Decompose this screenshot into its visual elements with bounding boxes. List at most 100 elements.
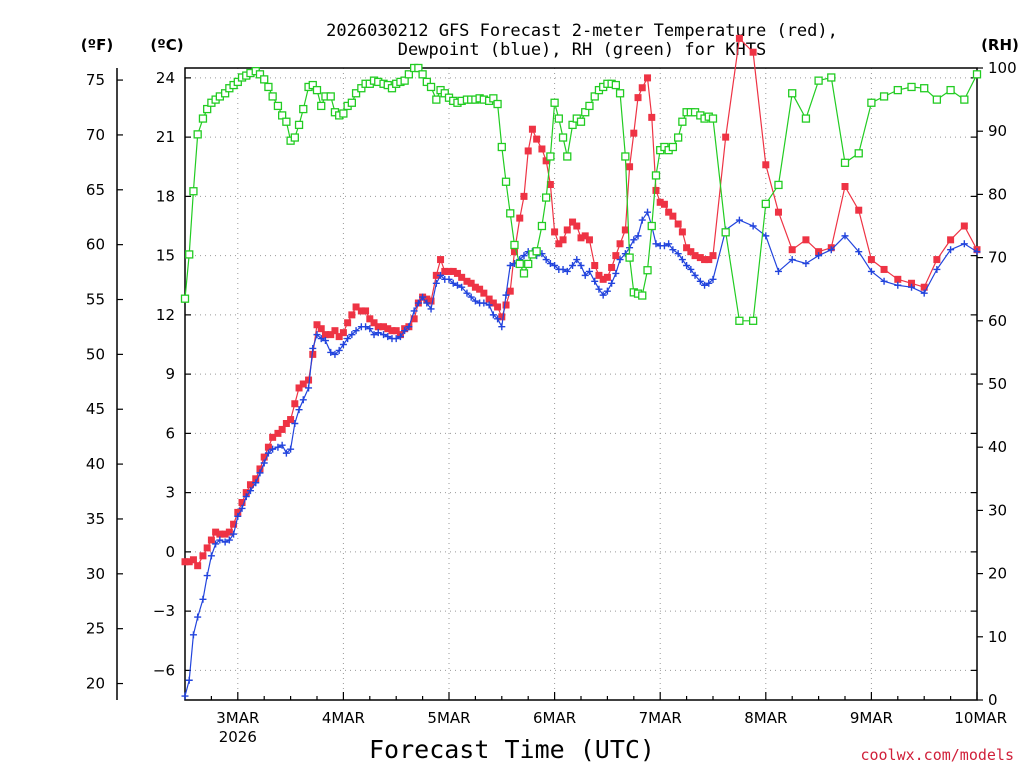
rh-series bbox=[180, 63, 982, 325]
x-tick-label: 9MAR bbox=[850, 709, 893, 727]
chart-title-line-1: 2026030212 GFS Forecast 2-meter Temperat… bbox=[326, 21, 838, 41]
temperature-point bbox=[573, 222, 581, 230]
dewpoint-point bbox=[841, 232, 849, 240]
rh-point bbox=[678, 117, 687, 126]
temperature-point bbox=[317, 325, 325, 333]
rh-point bbox=[282, 117, 291, 126]
temperature-point bbox=[608, 263, 616, 271]
temperature-point bbox=[638, 84, 646, 92]
temperature-point bbox=[212, 528, 220, 536]
dewpoint-point bbox=[384, 333, 392, 341]
rh-point bbox=[497, 142, 506, 152]
temperature-point bbox=[506, 287, 514, 295]
rh-point bbox=[312, 85, 322, 95]
dewpoint-point bbox=[309, 344, 317, 352]
dewpoint-point bbox=[494, 315, 502, 323]
celsius-tick-label: 24 bbox=[156, 69, 175, 87]
fahrenheit-tick-label: 30 bbox=[86, 565, 105, 583]
dewpoint-point bbox=[660, 242, 668, 250]
dewpoint-point bbox=[498, 323, 506, 331]
dewpoint-point bbox=[480, 299, 488, 307]
temperature-point bbox=[630, 129, 638, 137]
temperature-point bbox=[441, 267, 449, 275]
dewpoint-point bbox=[652, 240, 660, 248]
temperature-point bbox=[291, 400, 299, 408]
fahrenheit-tick-label: 60 bbox=[86, 236, 105, 254]
dewpoint-point bbox=[749, 222, 757, 230]
temperature-point bbox=[362, 307, 370, 315]
x-tick-label: 4MAR bbox=[322, 709, 365, 727]
temperature-point bbox=[295, 384, 303, 392]
temperature-point bbox=[520, 192, 528, 200]
dewpoint-point bbox=[577, 262, 585, 269]
rh-point bbox=[625, 253, 634, 262]
temperature-point bbox=[225, 528, 233, 536]
rh-point bbox=[489, 94, 498, 103]
dewpoint-point bbox=[696, 277, 704, 285]
dewpoint-point bbox=[313, 331, 321, 339]
temperature-point bbox=[331, 327, 339, 335]
dewpoint-point bbox=[269, 445, 277, 453]
rh-point bbox=[638, 291, 647, 300]
temperature-point bbox=[352, 303, 360, 311]
dewpoint-point bbox=[506, 262, 514, 269]
dewpoint-point bbox=[278, 441, 286, 449]
rh-point bbox=[854, 149, 863, 158]
dewpoint-point bbox=[634, 232, 642, 240]
dewpoint-point bbox=[260, 459, 268, 467]
rh-point bbox=[519, 269, 529, 278]
temperature-point bbox=[274, 429, 282, 437]
temperature-point bbox=[471, 283, 479, 291]
dewpoint-point bbox=[230, 530, 238, 538]
dewpoint-point bbox=[291, 420, 299, 427]
dewpoint-point bbox=[894, 281, 902, 289]
rh-point bbox=[493, 99, 502, 109]
rh-point bbox=[920, 84, 929, 93]
temperature-point bbox=[234, 508, 242, 516]
celsius-tick-label: 15 bbox=[156, 247, 175, 265]
rh-point bbox=[185, 250, 194, 259]
rh-point bbox=[668, 142, 678, 152]
fahrenheit-tick-label: 70 bbox=[86, 126, 105, 144]
rh-point bbox=[317, 101, 326, 111]
rh-tick-label: 60 bbox=[988, 312, 1007, 330]
rh-point bbox=[278, 111, 287, 120]
dewpoint-point bbox=[352, 327, 360, 335]
dewpoint-point bbox=[599, 291, 607, 299]
temperature-point bbox=[516, 214, 524, 222]
rh-tick-label: 50 bbox=[988, 375, 1007, 393]
rh-point bbox=[515, 259, 524, 269]
temperature-point bbox=[238, 499, 246, 506]
temperature-point bbox=[392, 327, 400, 335]
temperature-point bbox=[569, 218, 577, 226]
dewpoint-point bbox=[221, 538, 229, 546]
temperature-point bbox=[388, 327, 396, 335]
temperature-point bbox=[380, 323, 388, 331]
temperature-point bbox=[370, 319, 378, 327]
rh-point bbox=[879, 92, 889, 101]
rh-point bbox=[585, 101, 594, 111]
rh-tick-label: 90 bbox=[988, 122, 1007, 140]
dewpoint-point bbox=[234, 512, 242, 520]
dewpoint-point bbox=[559, 265, 567, 273]
dewpoint-point bbox=[380, 331, 388, 339]
rh-point bbox=[590, 92, 599, 101]
temperature-point bbox=[701, 256, 709, 264]
dewpoint-point bbox=[405, 323, 413, 331]
rh-point bbox=[326, 92, 335, 101]
dewpoint-point bbox=[299, 396, 307, 404]
dewpoint-point bbox=[207, 552, 215, 560]
temperature-point bbox=[815, 248, 823, 256]
temperature-point bbox=[538, 145, 546, 153]
rh-point bbox=[814, 76, 823, 85]
temperature-point bbox=[181, 558, 189, 566]
rh-point bbox=[273, 101, 283, 111]
dewpoint-point bbox=[348, 331, 356, 339]
temperature-point bbox=[687, 248, 695, 256]
temperature-point bbox=[194, 562, 202, 570]
temperature-point bbox=[489, 299, 497, 307]
rh-point bbox=[351, 89, 361, 98]
dewpoint-point bbox=[581, 271, 589, 279]
dewpoint-point bbox=[216, 536, 224, 544]
rh-point bbox=[867, 98, 876, 107]
